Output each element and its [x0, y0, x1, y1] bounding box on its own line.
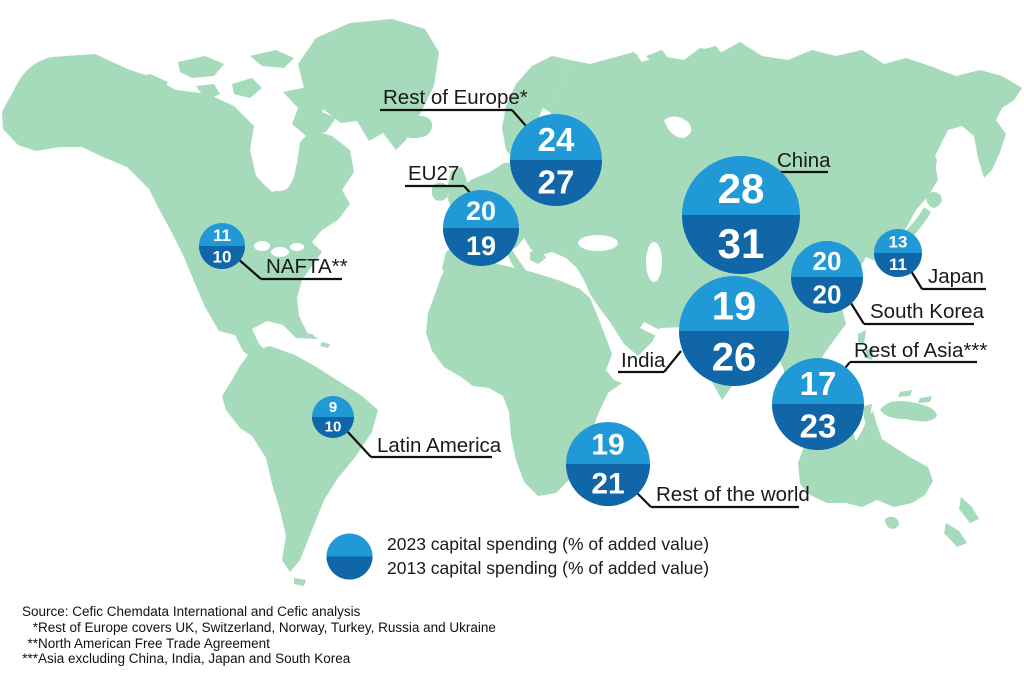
- bubble-latin-america: 910: [312, 396, 354, 438]
- value-2023-india: 19: [712, 284, 757, 328]
- leader-line-latin-america: [345, 429, 372, 458]
- leader-line-india: [663, 350, 682, 373]
- value-2023-eu27: 20: [466, 196, 496, 226]
- footnote-rest-of-asia: ***Asia excluding China, India, Japan an…: [22, 651, 351, 667]
- footnote-rest-of-europe: *Rest of Europe covers UK, Switzerland, …: [32, 619, 496, 635]
- value-2023-rest-of-asia: 17: [800, 365, 837, 402]
- value-2013-eu27: 19: [466, 231, 496, 261]
- value-2013-japan: 11: [889, 255, 907, 274]
- value-2023-japan: 13: [889, 233, 908, 252]
- value-2013-south-korea: 20: [813, 279, 842, 309]
- value-2023-nafta: 11: [213, 226, 231, 245]
- region-label-rest-of-world: Rest of the world: [656, 483, 810, 506]
- value-2023-south-korea: 20: [813, 246, 842, 276]
- footnote-nafta: **North American Free Trade Agreement: [27, 635, 270, 651]
- value-2013-rest-of-world: 21: [591, 468, 624, 501]
- region-label-japan: Japan: [928, 265, 984, 288]
- value-2013-latin-america: 10: [325, 419, 342, 436]
- leader-line-south-korea: [848, 299, 865, 325]
- legend-2023-label: 2023 capital spending (% of added value): [387, 534, 710, 554]
- value-2023-china: 28: [718, 165, 765, 212]
- value-2013-india: 26: [712, 335, 757, 379]
- value-2013-nafta: 10: [213, 248, 232, 267]
- legend: 2023 capital spending (% of added value)…: [326, 533, 709, 580]
- leader-line-nafta: [236, 257, 262, 280]
- region-label-rest-of-europe: Rest of Europe*: [383, 86, 528, 109]
- legend-2013-label: 2013 capital spending (% of added value): [387, 557, 710, 578]
- source-notes: Source: Cefic Chemdata International and…: [22, 604, 496, 667]
- leader-line-rest-of-europe: [511, 109, 527, 127]
- region-labels: Rest of Europe* EU27 NAFTA** China Japan Sout…: [266, 86, 987, 506]
- region-label-south-korea: South Korea: [870, 300, 985, 323]
- region-label-india: India: [621, 349, 666, 372]
- value-2023-rest-of-world: 19: [591, 429, 624, 462]
- legend-swatch-circle: [326, 533, 373, 580]
- value-2013-china: 31: [718, 220, 765, 267]
- region-label-latin-america: Latin America: [377, 434, 502, 457]
- leader-lines: [236, 108, 986, 509]
- value-2023-rest-of-europe: 24: [538, 121, 575, 158]
- region-label-nafta: NAFTA**: [266, 255, 348, 278]
- region-label-china: China: [777, 149, 831, 172]
- region-label-eu27: EU27: [408, 162, 459, 185]
- source-line: Source: Cefic Chemdata International and…: [22, 604, 361, 619]
- region-label-rest-of-asia: Rest of Asia***: [854, 339, 987, 362]
- leader-line-japan: [910, 270, 923, 290]
- value-2013-rest-of-europe: 27: [538, 164, 575, 201]
- value-2013-rest-of-asia: 23: [800, 408, 837, 445]
- value-2023-latin-america: 9: [329, 399, 337, 416]
